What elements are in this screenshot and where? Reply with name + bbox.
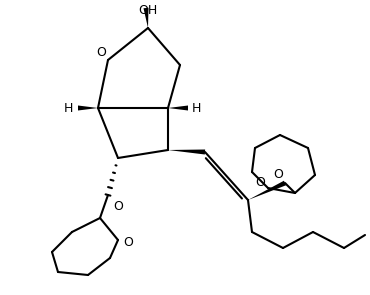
- Text: O: O: [96, 47, 106, 60]
- Polygon shape: [144, 8, 148, 28]
- Text: H: H: [191, 101, 201, 114]
- Polygon shape: [168, 150, 205, 155]
- Text: OH: OH: [138, 4, 158, 17]
- Text: O: O: [113, 199, 123, 212]
- Polygon shape: [168, 106, 188, 111]
- Text: O: O: [255, 176, 265, 189]
- Text: H: H: [63, 101, 73, 114]
- Polygon shape: [78, 106, 98, 111]
- Text: O: O: [273, 168, 283, 181]
- Text: O: O: [123, 235, 133, 248]
- Polygon shape: [248, 181, 286, 200]
